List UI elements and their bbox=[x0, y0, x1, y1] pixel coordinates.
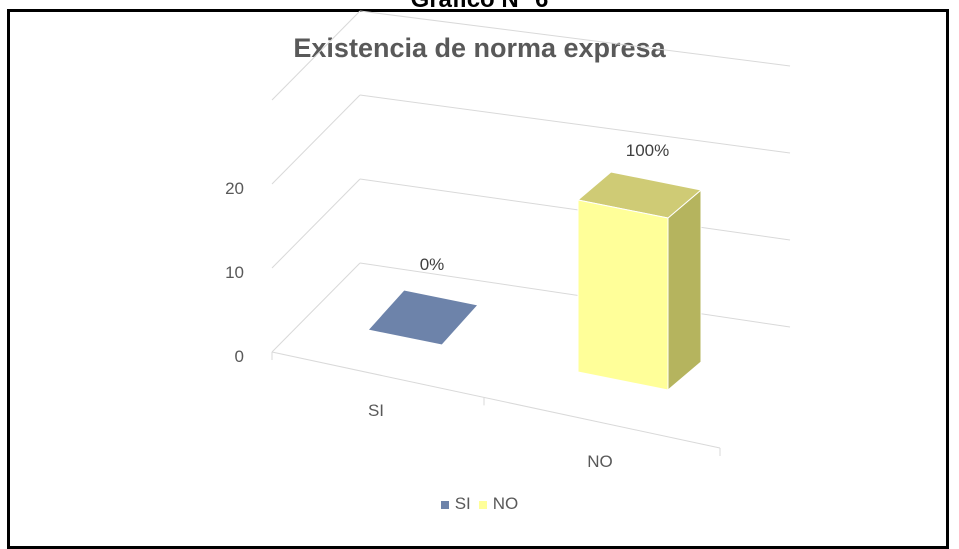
data-label-si: 0% bbox=[420, 255, 445, 274]
legend-label: SI bbox=[454, 494, 471, 513]
legend-label: NO bbox=[492, 494, 519, 513]
bar-no-side bbox=[667, 188, 702, 392]
gridline bbox=[359, 94, 791, 154]
y-tick-label: 20 bbox=[225, 179, 244, 198]
bar-si bbox=[367, 289, 479, 346]
bar-no bbox=[577, 199, 669, 391]
gridline bbox=[359, 262, 791, 328]
category-axis: SI NO bbox=[271, 351, 721, 471]
x-tick-label: SI bbox=[368, 401, 384, 420]
y-tick-label: 0 bbox=[235, 347, 244, 366]
y-tick-label: 10 bbox=[225, 263, 244, 282]
y-axis-ticks: 0 10 20 bbox=[225, 179, 244, 366]
bars bbox=[367, 171, 703, 392]
gridline bbox=[359, 10, 791, 67]
data-label-no: 100% bbox=[626, 141, 669, 160]
chart-title: Existencia de norma expresa bbox=[293, 33, 666, 63]
legend-item-no: NO bbox=[478, 494, 519, 514]
x-axis-line bbox=[271, 351, 721, 449]
gridline-side bbox=[271, 94, 361, 185]
x-tick-label: NO bbox=[587, 452, 613, 471]
gridline-side bbox=[271, 10, 361, 101]
chart-plot-area: SI NO 0 10 20 0% 100% bbox=[225, 10, 791, 471]
gridlines bbox=[271, 10, 791, 353]
gridline bbox=[359, 178, 791, 241]
chart-legend: SI NO bbox=[0, 494, 959, 514]
legend-item-si: SI bbox=[440, 494, 471, 514]
legend-swatch bbox=[478, 500, 487, 509]
gridline-side bbox=[271, 178, 361, 269]
chart-frame bbox=[7, 9, 949, 549]
data-labels: 0% 100% bbox=[420, 141, 670, 274]
gridline-side bbox=[271, 262, 361, 353]
legend-swatch bbox=[440, 500, 449, 509]
